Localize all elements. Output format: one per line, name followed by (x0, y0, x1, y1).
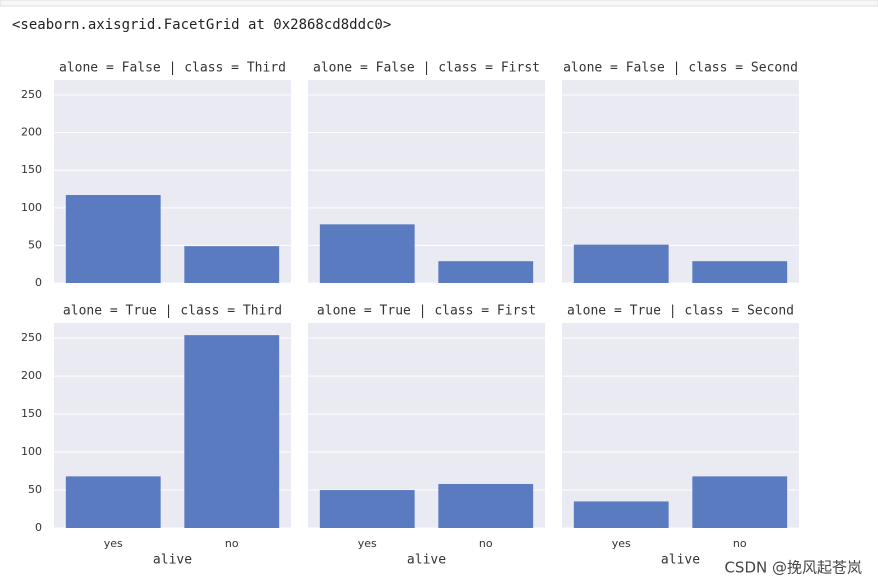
x-axis-label: alive (153, 553, 192, 568)
x-tick-label: yes (358, 537, 377, 550)
facet-title: alone = True | class = First (317, 304, 536, 319)
x-tick-label: no (225, 537, 239, 550)
y-tick-label: 100 (21, 445, 42, 458)
facet-grid: 0 50 100 150 200 250 alone = False | class = T… (21, 61, 799, 568)
facet-title: alone = False | class = Third (59, 61, 286, 76)
y-tick-label: 250 (21, 331, 42, 344)
bar (438, 483, 534, 528)
bar (65, 476, 161, 528)
bar (692, 261, 788, 283)
bar (184, 246, 280, 283)
y-tick-label: 50 (28, 483, 42, 496)
x-axis-label: alive (407, 553, 446, 568)
facet-title: alone = False | class = Second (563, 61, 798, 76)
y-tick-label: 50 (28, 238, 42, 251)
watermark: CSDN @挽风起苍岚 (724, 559, 862, 577)
bar (692, 476, 788, 528)
bar (319, 490, 415, 528)
y-tick-label: 150 (21, 163, 42, 176)
x-tick-label: yes (104, 537, 123, 550)
x-axis-label: alive (661, 553, 700, 568)
y-tick-label: 100 (21, 201, 42, 214)
y-tick-label: 200 (21, 126, 42, 139)
x-tick-label: no (479, 537, 493, 550)
y-tick-label: 150 (21, 407, 42, 420)
facet-title: alone = True | class = Third (63, 304, 282, 319)
input-cell-border (0, 0, 878, 7)
facet-title: alone = False | class = First (313, 61, 540, 76)
y-tick-label: 250 (21, 88, 42, 101)
bar (319, 224, 415, 283)
y-tick-label: 200 (21, 369, 42, 382)
bar (438, 261, 534, 283)
y-tick-label: 0 (35, 521, 42, 534)
bar (65, 195, 161, 283)
bar (573, 501, 669, 528)
bar (573, 244, 669, 283)
y-tick-label: 0 (35, 276, 42, 289)
facet-title: alone = True | class = Second (567, 304, 794, 319)
bar (184, 335, 280, 528)
output-text: <seaborn.axisgrid.FacetGrid at 0x2868cd8… (12, 17, 391, 33)
x-tick-label: yes (612, 537, 631, 550)
x-tick-label: no (733, 537, 747, 550)
